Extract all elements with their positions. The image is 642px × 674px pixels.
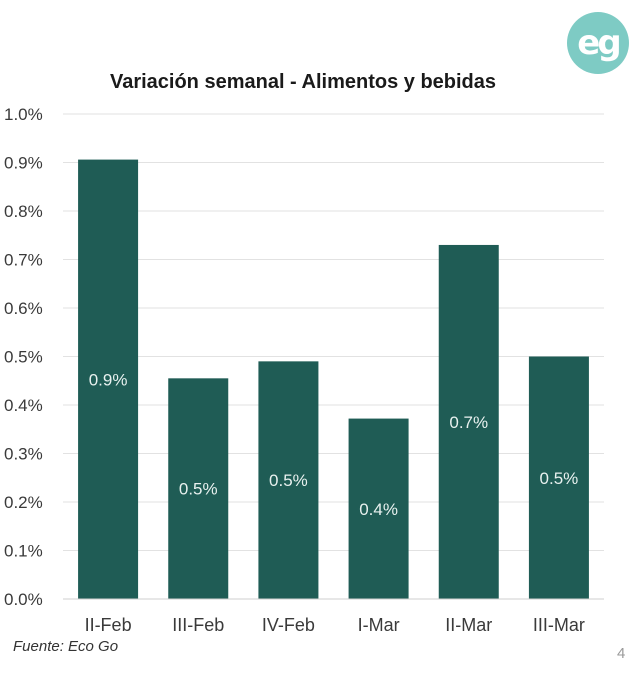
bar [258, 361, 319, 599]
y-tick-label: 0.8% [4, 202, 43, 221]
y-tick-label: 0.0% [4, 590, 43, 609]
bar [438, 244, 499, 599]
bar-data-label: 0.5% [540, 469, 579, 488]
y-tick-label: 0.2% [4, 493, 43, 512]
chart-title: Variación semanal - Alimentos y bebidas [110, 71, 496, 93]
eco-go-logo-icon: eg [567, 12, 629, 74]
bar-data-label: 0.5% [179, 480, 218, 499]
y-tick-label: 0.3% [4, 445, 43, 464]
bar [168, 378, 229, 599]
y-tick-label: 0.1% [4, 542, 43, 561]
y-tick-label: 1.0% [4, 105, 43, 124]
x-tick-label: II-Mar [445, 615, 492, 635]
x-tick-label: II-Feb [85, 615, 132, 635]
bar [348, 418, 409, 599]
y-tick-label: 0.9% [4, 154, 43, 173]
bar-data-label: 0.4% [359, 500, 398, 519]
y-tick-label: 0.7% [4, 251, 43, 270]
bar [528, 356, 589, 599]
bar-data-label: 0.7% [449, 413, 488, 432]
bar-data-label: 0.5% [269, 471, 308, 490]
source-note: Fuente: Eco Go [13, 638, 119, 655]
x-tick-label: IV-Feb [262, 615, 315, 635]
y-tick-label: 0.5% [4, 348, 43, 367]
y-tick-label: 0.6% [4, 299, 43, 318]
page-number: 4 [617, 645, 626, 662]
y-tick-label: 0.4% [4, 396, 43, 415]
x-tick-label: III-Feb [172, 615, 224, 635]
bar [78, 159, 139, 599]
x-tick-label: III-Mar [533, 615, 585, 635]
x-tick-label: I-Mar [358, 615, 400, 635]
bar-data-label: 0.9% [89, 370, 128, 389]
